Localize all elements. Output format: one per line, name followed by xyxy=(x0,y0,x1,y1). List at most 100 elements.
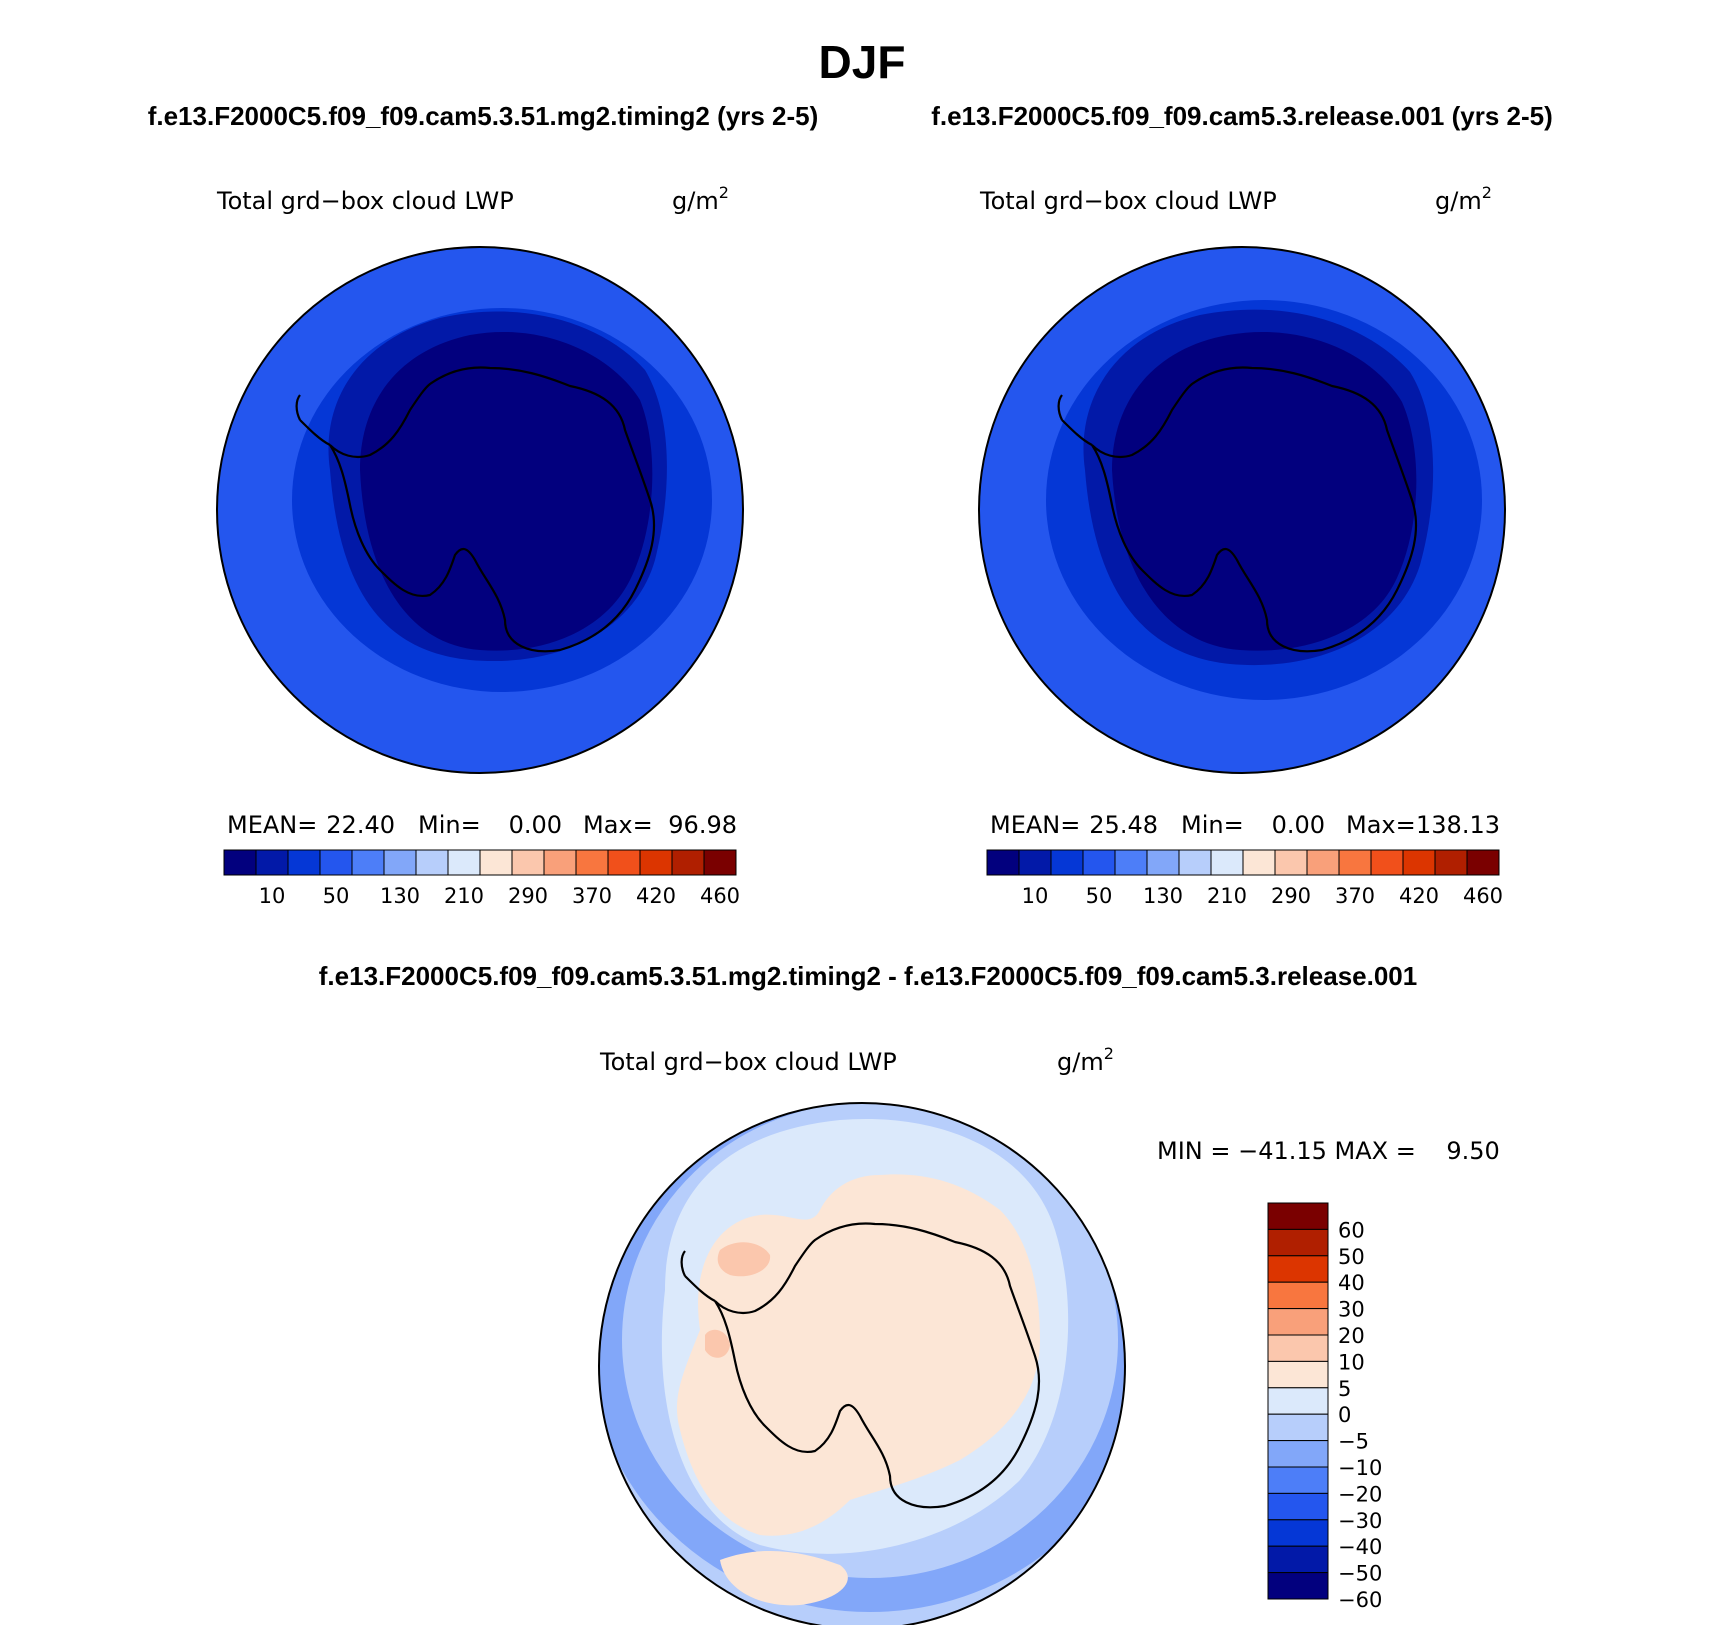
colorbar-swatch xyxy=(1267,1308,1329,1336)
map-2-border xyxy=(978,246,1506,774)
colorbar-swatch xyxy=(223,849,257,876)
colorbar-tick-label: −60 xyxy=(1338,1588,1382,1612)
colorbar-swatch xyxy=(1466,849,1500,876)
colorbar-swatch xyxy=(1210,849,1244,876)
panel-2-stats: MEAN= 25.48 Min= 0.00 Max= 138.13 xyxy=(990,811,1500,839)
colorbar-tick-label: 0 xyxy=(1338,1403,1351,1427)
panel-2-mean-label: MEAN= xyxy=(990,811,1080,839)
map-panel-1 xyxy=(217,247,743,773)
difference-title: f.e13.F2000C5.f09_f09.cam5.3.51.mg2.timi… xyxy=(319,961,1417,991)
colorbar-swatch xyxy=(479,849,513,876)
season-title: DJF xyxy=(819,36,906,88)
map-1-antarctica-outline xyxy=(295,366,656,653)
colorbar-panel-1: 10 50 130 210 290 370 420 460 xyxy=(223,849,740,908)
colorbar-swatch xyxy=(1267,1202,1329,1230)
panel-1-stats: MEAN= 22.40 Min= 0.00 Max= 96.98 xyxy=(227,811,737,839)
panel-2-max-value: 138.13 xyxy=(1416,811,1500,839)
colorbar-tick-label: 460 xyxy=(1463,884,1503,908)
panel-2-min-value: 0.00 xyxy=(1272,811,1325,839)
colorbar-swatch xyxy=(575,849,609,876)
colorbar-tick-label: −20 xyxy=(1338,1482,1382,1506)
panel-1-min-label: Min= xyxy=(418,811,481,839)
diff-outer-blue-band xyxy=(599,1103,1125,1612)
colorbar-swatch xyxy=(1338,849,1372,876)
panel-2-max-label: Max= xyxy=(1346,811,1416,839)
colorbar-swatch xyxy=(1267,1440,1329,1468)
difference-minmax: MIN = −41.15 MAX = 9.50 xyxy=(1157,1137,1500,1165)
colorbar-swatch xyxy=(1242,849,1276,876)
colorbar-swatch xyxy=(1114,849,1148,876)
colorbar-swatch xyxy=(1050,849,1084,876)
colorbar-tick-label: 10 xyxy=(1338,1350,1365,1374)
colorbar-swatch xyxy=(986,849,1020,876)
difference-variable: Total grd−box cloud LWP xyxy=(599,1048,897,1076)
colorbar-tick-label: 60 xyxy=(1338,1218,1365,1242)
colorbar-tick-label: 210 xyxy=(444,884,484,908)
colorbar-swatch xyxy=(1267,1255,1329,1283)
colorbar-swatch xyxy=(1267,1413,1329,1442)
panel-1-variable: Total grd−box cloud LWP xyxy=(216,187,514,215)
colorbar-swatch xyxy=(543,849,577,876)
colorbar-tick-label: −10 xyxy=(1338,1456,1382,1480)
map-panel-2 xyxy=(979,247,1505,773)
panel-1-units: g/m2 xyxy=(672,183,729,215)
colorbar-tick-label: 370 xyxy=(1335,884,1375,908)
colorbar-swatch xyxy=(1267,1572,1329,1600)
colorbar-swatch xyxy=(1267,1466,1329,1494)
colorbar-swatch xyxy=(671,849,705,876)
colorbar-tick-label: 420 xyxy=(1399,884,1439,908)
colorbar-tick-label: 50 xyxy=(1338,1245,1365,1269)
colorbar-tick-label: 40 xyxy=(1338,1271,1365,1295)
diff-positive-patch-2 xyxy=(705,1329,730,1358)
panel-1-mean-label: MEAN= xyxy=(227,811,317,839)
panel-1-max-value: 96.98 xyxy=(668,811,737,839)
colorbar-swatch xyxy=(1306,849,1340,876)
colorbar-swatch xyxy=(319,849,353,876)
colorbar-swatch xyxy=(1267,1334,1329,1362)
map-difference xyxy=(599,1103,1125,1625)
colorbar-swatch xyxy=(703,849,737,876)
panel-1-mean-value: 22.40 xyxy=(326,811,395,839)
difference-units: g/m2 xyxy=(1057,1044,1114,1076)
panel-2-mean-value: 25.48 xyxy=(1089,811,1158,839)
colorbar-tick-label: 50 xyxy=(323,884,350,908)
panel-2-min-label: Min= xyxy=(1181,811,1244,839)
colorbar-swatch xyxy=(511,849,545,876)
colorbar-swatch xyxy=(1267,1228,1329,1257)
colorbar-tick-label: −40 xyxy=(1338,1535,1382,1559)
diff-land-region xyxy=(676,1174,1040,1536)
colorbar-tick-label: 20 xyxy=(1338,1324,1365,1348)
panel-2-case-title: f.e13.F2000C5.f09_f09.cam5.3.release.001… xyxy=(931,101,1553,131)
colorbar-tick-label: 420 xyxy=(636,884,676,908)
colorbar-swatch xyxy=(351,849,385,876)
colorbar-tick-label: −50 xyxy=(1338,1562,1382,1586)
diff-land-patch-lower xyxy=(720,1550,848,1606)
colorbar-swatch xyxy=(415,849,449,876)
colorbar-swatch xyxy=(1434,849,1468,876)
colorbar-tick-label: 370 xyxy=(572,884,612,908)
colorbar-tick-label: 50 xyxy=(1086,884,1113,908)
colorbar-swatch xyxy=(1370,849,1404,876)
map-2-core-band xyxy=(1112,331,1417,651)
colorbar-tick-label: 130 xyxy=(1143,884,1183,908)
colorbar-tick-label: 460 xyxy=(700,884,740,908)
colorbar-swatch xyxy=(1146,849,1180,876)
colorbar-tick-label: −30 xyxy=(1338,1509,1382,1533)
diff-positive-patch xyxy=(717,1242,771,1277)
colorbar-swatch xyxy=(383,849,417,876)
colorbar-swatch xyxy=(255,849,289,876)
map-1-core-band xyxy=(360,331,653,651)
colorbar-swatch xyxy=(1018,849,1052,876)
colorbar-swatch xyxy=(607,849,641,876)
colorbar-tick-label: 10 xyxy=(1022,884,1049,908)
colorbar-swatch xyxy=(1178,849,1212,876)
colorbar-panel-2: 10 50 130 210 290 370 420 460 xyxy=(986,849,1503,908)
colorbar-tick-label: 130 xyxy=(380,884,420,908)
colorbar-tick-label: 290 xyxy=(1271,884,1311,908)
diff-antarctica-outline xyxy=(680,1222,1041,1509)
colorbar-swatch xyxy=(1267,1360,1329,1389)
panel-1-max-label: Max= xyxy=(583,811,653,839)
colorbar-swatch xyxy=(287,849,321,876)
diff-map-border xyxy=(598,1102,1126,1625)
